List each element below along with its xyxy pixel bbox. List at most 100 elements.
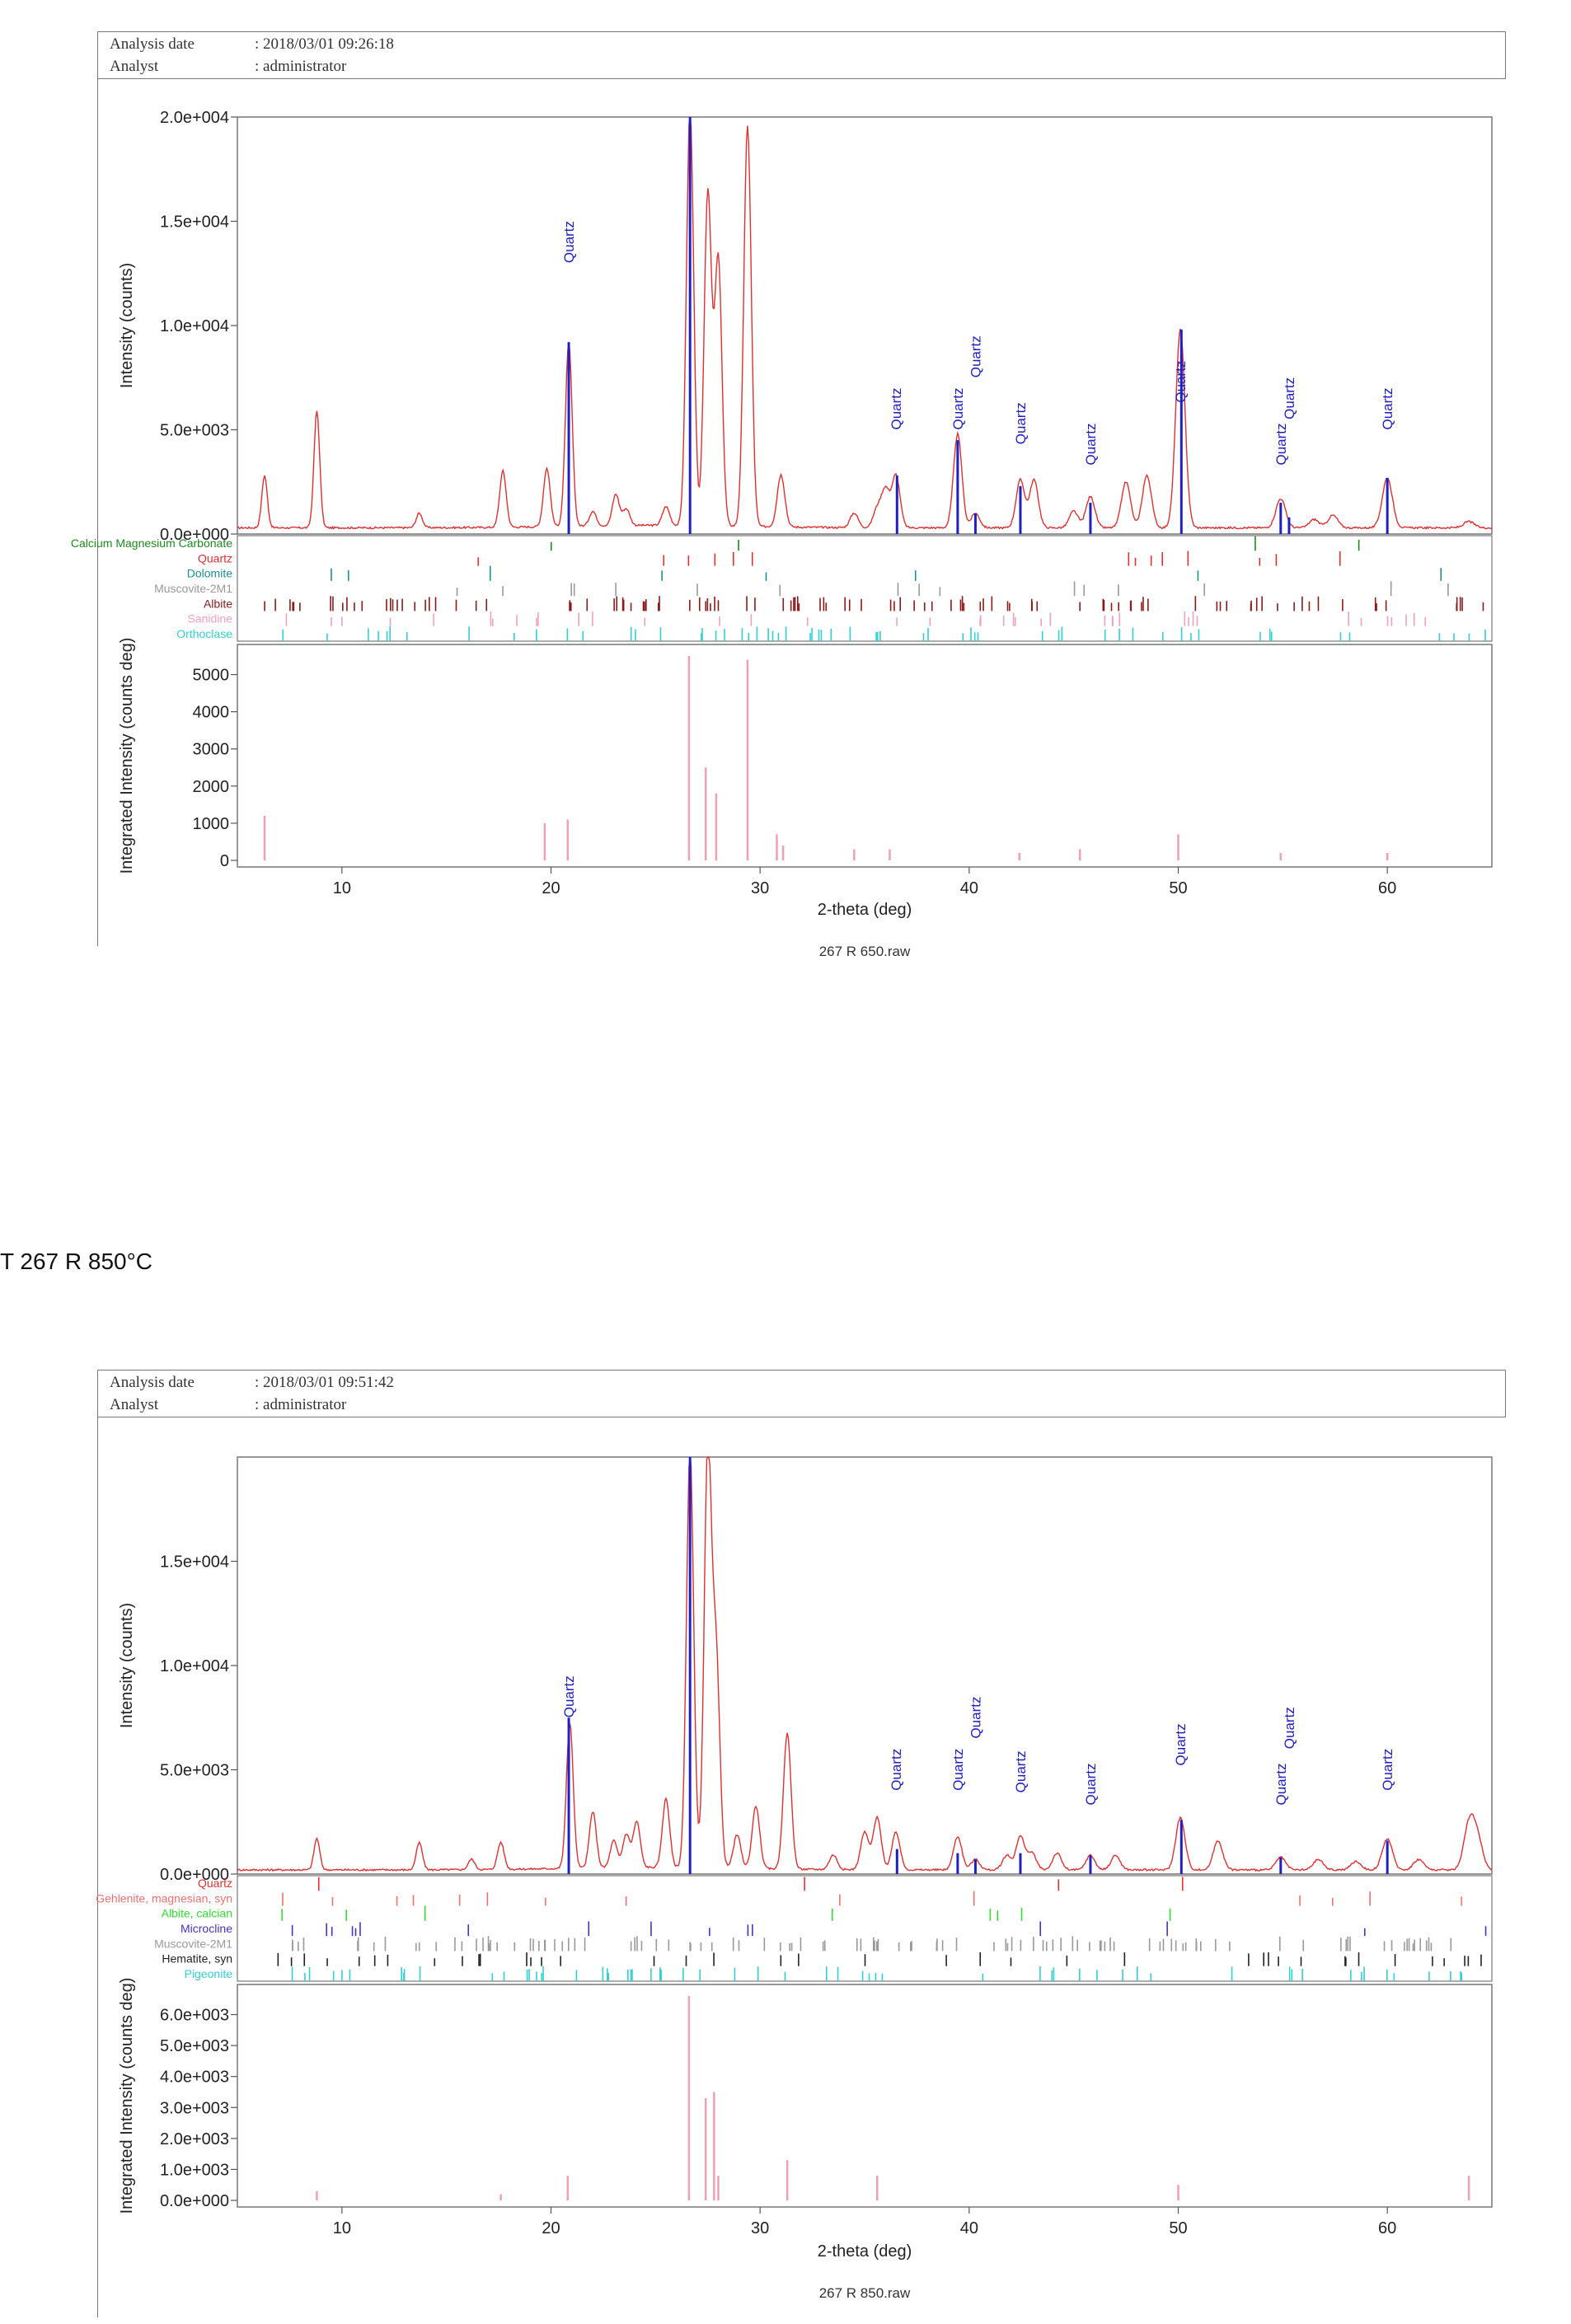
phase-legend-label: Microcline xyxy=(181,1922,232,1935)
y-tick-label: 5.0e+003 xyxy=(160,422,229,440)
phase-legend-label: Hematite, syn xyxy=(162,1952,232,1966)
peak-annotation: Quartz xyxy=(1083,423,1099,465)
peak-annotation: Quartz xyxy=(968,1697,983,1739)
integrated-y-tick-label: 0.0e+000 xyxy=(160,2192,229,2210)
phase-legend-label: Albite xyxy=(204,597,232,610)
integrated-y-tick-label: 2.0e+003 xyxy=(160,2130,229,2148)
analysis-date-key: Analysis date xyxy=(110,1374,195,1391)
y-tick-label: 2.0e+004 xyxy=(160,109,229,127)
y-tick-label: 5.0e+003 xyxy=(160,1762,229,1780)
x-tick-label: 50 xyxy=(1169,2219,1187,2237)
diffraction-profile-line xyxy=(237,1456,1493,1872)
y-tick-label: 1.0e+004 xyxy=(160,1657,229,1675)
x-tick-label: 20 xyxy=(542,879,560,897)
integrated-y-tick-label: 1.0e+003 xyxy=(160,2161,229,2179)
analysis-date-key: Analysis date xyxy=(110,35,195,53)
xrd-chart-650: 0.0e+000 5.0e+003 1.0e+004 1.5e+004 2.0e+004… xyxy=(71,109,1493,959)
analysis-date-row: Analysis date : 2018/03/01 09:26:18 xyxy=(110,35,394,54)
xrd-chart-850: 0.0e+000 5.0e+003 1.0e+004 1.5e+004 Intensit… xyxy=(96,1456,1493,2301)
peak-annotation: Quartz xyxy=(1273,1763,1289,1805)
peak-annotation: Quartz xyxy=(1013,1750,1029,1792)
peak-annotation: Quartz xyxy=(889,387,904,429)
integrated-y-tick-label: 6.0e+003 xyxy=(160,2007,229,2025)
integrated-y-tick-label: 3.0e+003 xyxy=(160,2099,229,2117)
phase-legend-label: Gehlenite, magnesian, syn xyxy=(96,1891,232,1905)
x-tick-label: 60 xyxy=(1378,879,1396,897)
report-header: Analysis date : 2018/03/01 09:26:18 Analy… xyxy=(98,31,1506,79)
peak-annotation: Quartz xyxy=(1380,387,1395,429)
phase-legend-label: Albite, calcian xyxy=(162,1907,232,1920)
x-tick-label: 10 xyxy=(333,2219,351,2237)
x-tick-label: 30 xyxy=(751,2219,769,2237)
x-tick-label: 60 xyxy=(1378,2219,1396,2237)
phase-legend-label: Orthoclase xyxy=(176,627,232,640)
analyst-value: : administrator xyxy=(255,58,347,75)
integrated-y-tick-label: 0 xyxy=(220,852,229,870)
data-filename: 267 R 850.raw xyxy=(819,2285,911,2301)
peak-annotation: Quartz xyxy=(889,1749,904,1791)
phase-legend-label: Quartz xyxy=(198,1877,232,1890)
peak-annotation: Quartz xyxy=(1273,423,1289,465)
x-tick-label: 40 xyxy=(960,2219,978,2237)
y-tick-label: 0.0e+000 xyxy=(160,526,229,544)
peak-annotation: Quartz xyxy=(1173,1723,1189,1765)
diffraction-profile-line xyxy=(237,116,1493,530)
phase-legend-label: Quartz xyxy=(198,551,232,565)
integrated-plot-frame xyxy=(237,1984,1493,2208)
integrated-y-tick-label: 5.0e+003 xyxy=(160,2037,229,2055)
phase-strip-frame xyxy=(237,1875,1493,1982)
x-tick-label: 50 xyxy=(1169,879,1187,897)
peak-annotation: Quartz xyxy=(561,1675,577,1717)
phase-strip-frame xyxy=(237,535,1493,642)
x-tick-label: 30 xyxy=(751,879,769,897)
peak-annotation: Quartz xyxy=(950,1749,966,1791)
y-axis-label: Intensity (counts) xyxy=(118,263,136,388)
section-label: T 267 R 850°C xyxy=(0,1249,153,1274)
analyst-value: : administrator xyxy=(255,1396,347,1413)
analyst-row: Analyst : administrator xyxy=(110,58,346,76)
main-plot-frame xyxy=(237,116,1493,535)
x-axis-label: 2-theta (deg) xyxy=(818,901,912,919)
y-tick-label: 1.5e+004 xyxy=(160,213,229,232)
analyst-key: Analyst xyxy=(110,1396,159,1413)
integrated-plot-frame xyxy=(237,644,1493,868)
phase-legend-label: Sanidine xyxy=(188,612,233,626)
x-axis-label: 2-theta (deg) xyxy=(818,2242,912,2261)
peak-annotation: Quartz xyxy=(968,335,983,377)
analysis-date-value: : 2018/03/01 09:26:18 xyxy=(255,35,394,53)
peak-annotation: Quartz xyxy=(561,221,577,263)
integrated-y-tick-label: 1000 xyxy=(193,815,230,833)
y-tick-label: 0.0e+000 xyxy=(160,1866,229,1884)
report-header: Analysis date : 2018/03/01 09:51:42 Analy… xyxy=(98,1370,1506,1417)
peak-annotation: Quartz xyxy=(1380,1749,1395,1791)
phase-legend-label: Calcium Magnesium Carbonate xyxy=(71,536,232,550)
integrated-y-tick-label: 2000 xyxy=(193,778,230,796)
x-tick-label: 40 xyxy=(960,879,978,897)
peak-annotation: Quartz xyxy=(950,387,966,429)
analyst-row: Analyst : administrator xyxy=(110,1396,346,1414)
xrd-report-650: Analysis date : 2018/03/01 09:26:18 Analy… xyxy=(97,31,1506,946)
integrated-y-axis-label: Integrated Intensity (counts deg) xyxy=(118,1978,136,2214)
peak-annotation: Quartz xyxy=(1282,1707,1297,1749)
analyst-key: Analyst xyxy=(110,58,159,75)
peak-annotation: Quartz xyxy=(1173,361,1189,403)
main-plot-frame xyxy=(237,1456,1493,1875)
analysis-date-row: Analysis date : 2018/03/01 09:51:42 xyxy=(110,1374,394,1392)
phase-legend-label: Muscovite-2M1 xyxy=(154,582,232,595)
integrated-y-tick-label: 5000 xyxy=(193,667,230,685)
peak-annotation: Quartz xyxy=(1282,377,1297,419)
integrated-y-tick-label: 3000 xyxy=(193,741,230,759)
data-filename: 267 R 650.raw xyxy=(819,944,911,959)
peak-annotation: Quartz xyxy=(1013,402,1029,444)
integrated-y-tick-label: 4000 xyxy=(193,704,230,722)
phase-legend-label: Muscovite-2M1 xyxy=(154,1937,232,1950)
phase-legend-label: Pigeonite xyxy=(185,1967,233,1980)
integrated-y-tick-label: 4.0e+003 xyxy=(160,2069,229,2087)
y-tick-label: 1.5e+004 xyxy=(160,1553,229,1572)
y-tick-label: 1.0e+004 xyxy=(160,317,229,335)
phase-legend-label: Dolomite xyxy=(187,567,232,580)
analysis-date-value: : 2018/03/01 09:51:42 xyxy=(255,1374,394,1391)
integrated-y-axis-label: Integrated Intensity (counts deg) xyxy=(118,638,136,874)
xrd-report-850: Analysis date : 2018/03/01 09:51:42 Analy… xyxy=(97,1370,1506,2317)
y-axis-label: Intensity (counts) xyxy=(118,1603,136,1728)
